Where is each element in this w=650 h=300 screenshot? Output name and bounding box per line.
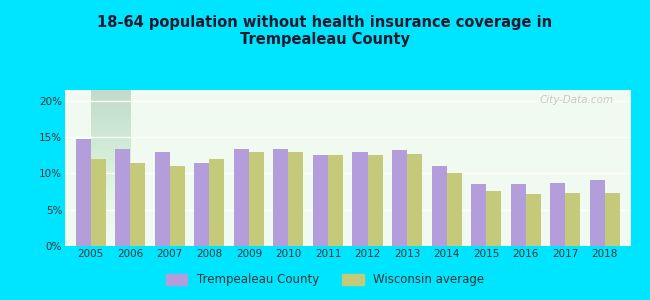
- Bar: [447, 173, 461, 246]
- Bar: [170, 166, 185, 246]
- Bar: [194, 163, 209, 246]
- Text: City-Data.com: City-Data.com: [540, 95, 614, 105]
- Bar: [249, 152, 264, 246]
- Bar: [407, 154, 422, 246]
- Bar: [234, 149, 249, 246]
- Bar: [115, 149, 130, 246]
- Bar: [392, 150, 407, 246]
- Bar: [550, 183, 566, 246]
- Bar: [313, 155, 328, 246]
- Bar: [604, 193, 620, 246]
- Bar: [432, 166, 447, 246]
- Bar: [130, 163, 146, 246]
- Bar: [75, 139, 91, 246]
- Text: 18-64 population without health insurance coverage in
Trempealeau County: 18-64 population without health insuranc…: [98, 15, 552, 47]
- Bar: [471, 184, 486, 246]
- Bar: [352, 152, 367, 246]
- Bar: [328, 155, 343, 246]
- Bar: [289, 152, 304, 246]
- Bar: [566, 193, 580, 246]
- Bar: [209, 159, 224, 246]
- Bar: [590, 180, 605, 246]
- Bar: [155, 152, 170, 246]
- Bar: [91, 159, 106, 246]
- Bar: [526, 194, 541, 246]
- Bar: [486, 191, 501, 246]
- Bar: [511, 184, 526, 246]
- Bar: [367, 155, 383, 246]
- Bar: [274, 149, 289, 246]
- Legend: Trempealeau County, Wisconsin average: Trempealeau County, Wisconsin average: [161, 269, 489, 291]
